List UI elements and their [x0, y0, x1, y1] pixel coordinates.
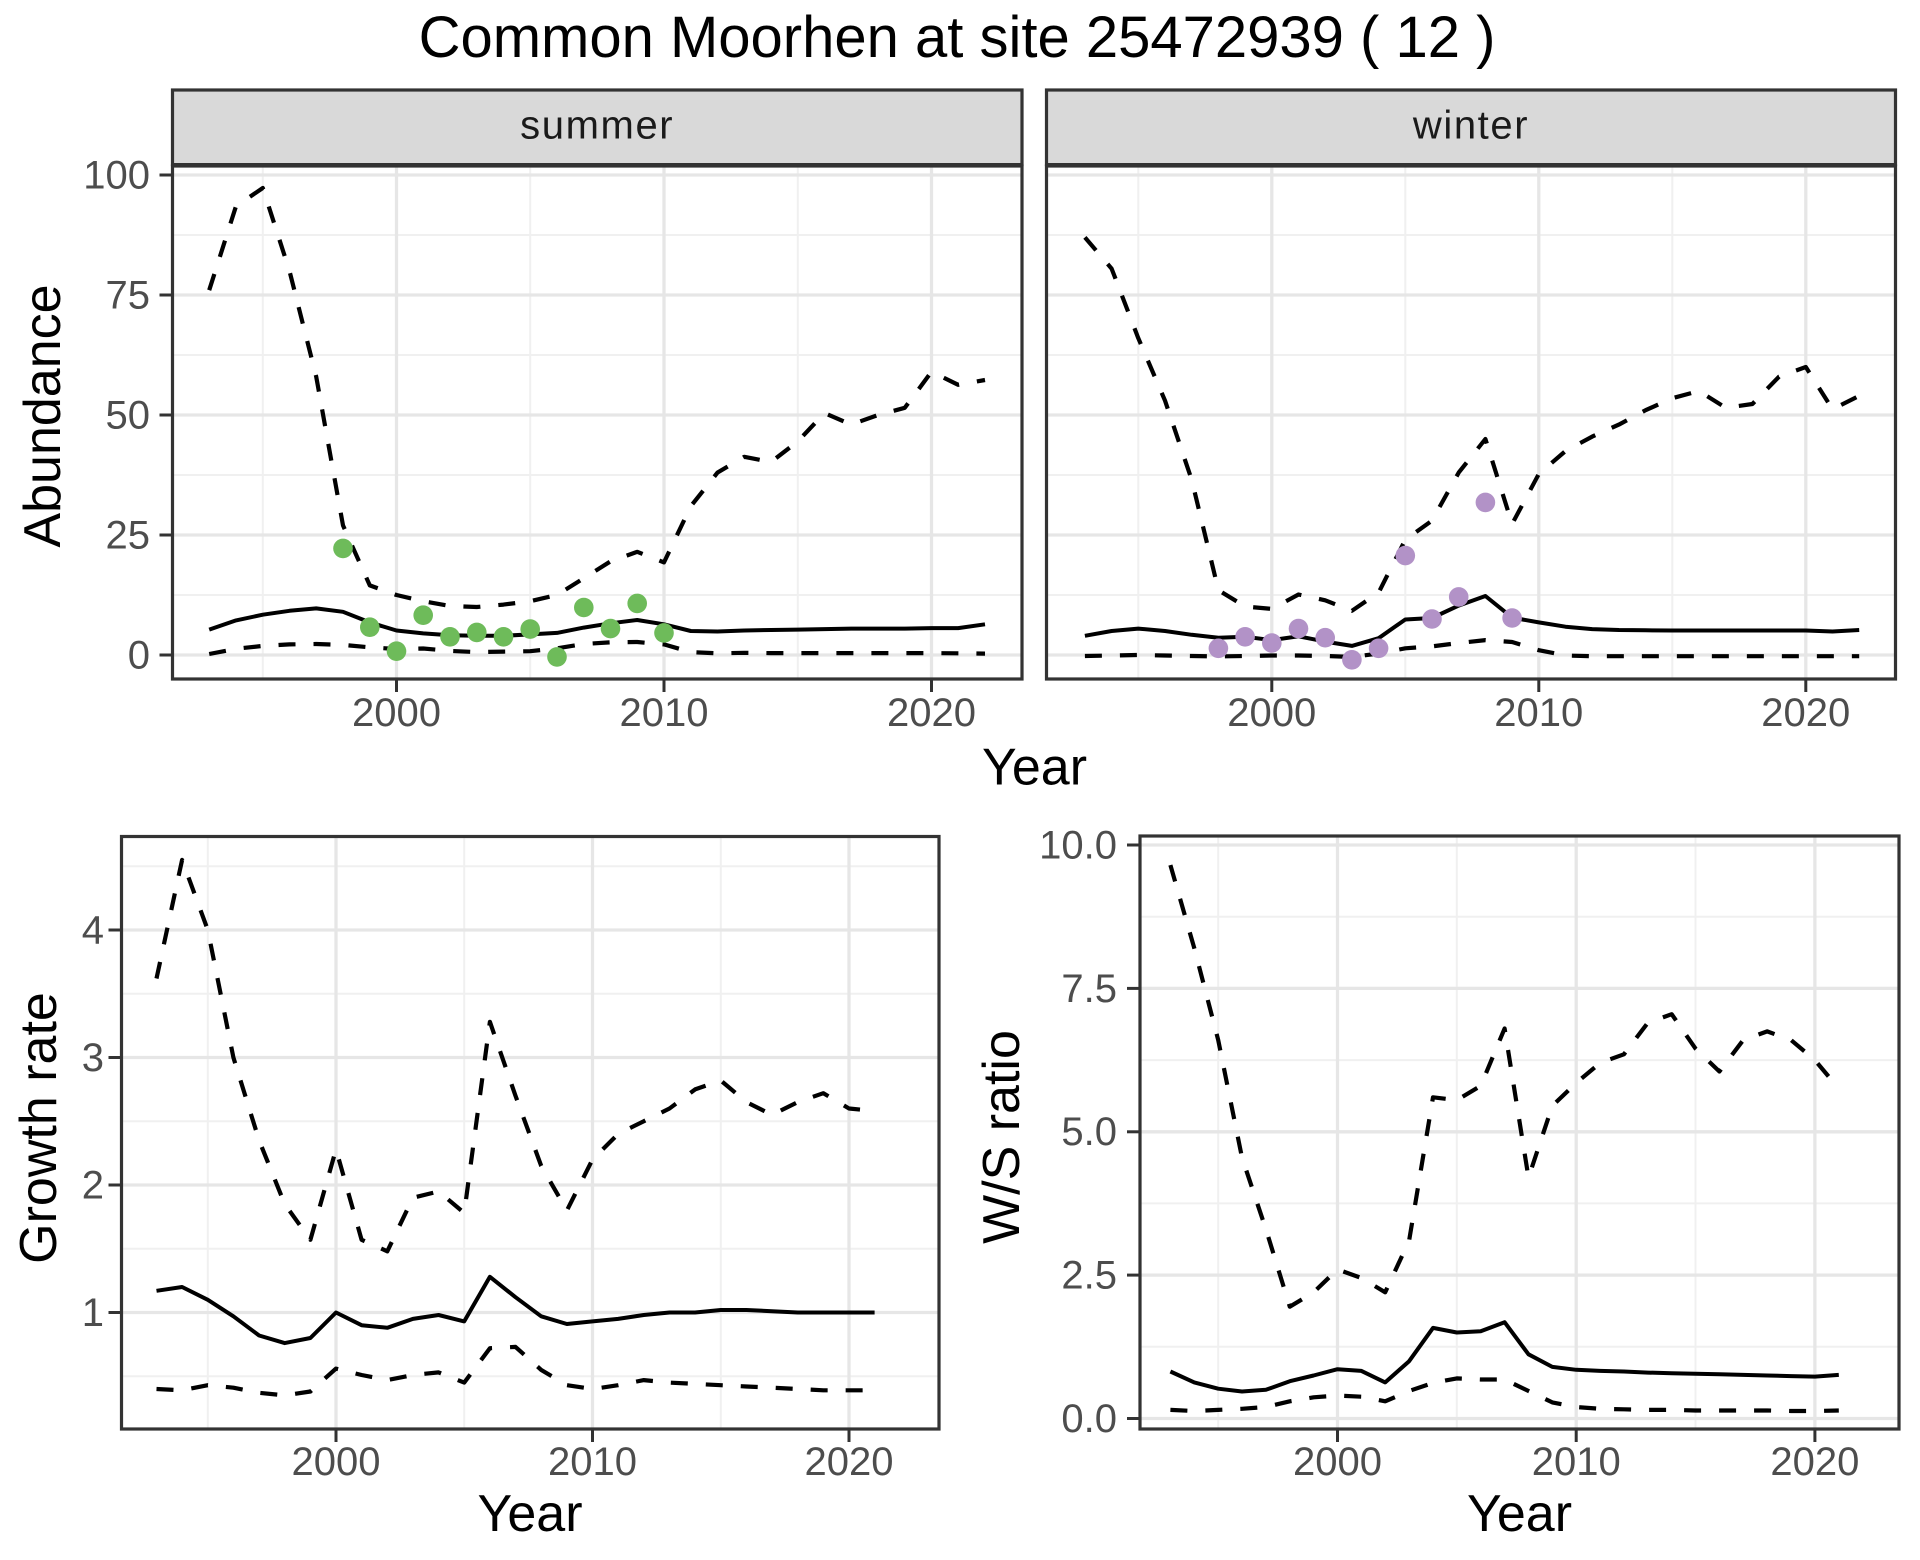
svg-text:7.5: 7.5 [1061, 967, 1117, 1011]
svg-text:Year: Year [1467, 1485, 1572, 1543]
svg-text:2020: 2020 [887, 691, 976, 735]
svg-text:2000: 2000 [352, 691, 441, 735]
svg-text:1: 1 [82, 1291, 104, 1335]
svg-text:Growth rate: Growth rate [10, 992, 68, 1264]
svg-text:Year: Year [982, 739, 1087, 797]
svg-text:50: 50 [106, 394, 151, 438]
svg-text:2010: 2010 [1494, 691, 1583, 735]
svg-text:W/S ratio: W/S ratio [973, 1030, 1031, 1244]
svg-text:2010: 2010 [620, 691, 709, 735]
svg-text:2000: 2000 [1227, 691, 1316, 735]
svg-text:Common Moorhen at site 2547293: Common Moorhen at site 25472939 ( 12 ) [419, 5, 1496, 70]
svg-text:75: 75 [106, 274, 151, 318]
svg-text:2020: 2020 [1770, 1440, 1859, 1484]
svg-text:2010: 2010 [1532, 1440, 1621, 1484]
svg-text:2.5: 2.5 [1061, 1254, 1117, 1298]
svg-text:0: 0 [128, 634, 150, 678]
svg-text:summer: summer [520, 104, 674, 148]
svg-text:4: 4 [82, 909, 104, 953]
svg-text:3: 3 [82, 1036, 104, 1080]
svg-text:5.0: 5.0 [1061, 1110, 1117, 1154]
svg-text:100: 100 [83, 154, 150, 198]
svg-text:winter: winter [1412, 104, 1529, 148]
svg-text:2020: 2020 [1761, 691, 1850, 735]
svg-text:2010: 2010 [548, 1440, 637, 1484]
svg-text:25: 25 [106, 514, 151, 558]
svg-text:10.0: 10.0 [1039, 824, 1117, 868]
svg-text:Year: Year [477, 1485, 582, 1543]
svg-text:2020: 2020 [805, 1440, 894, 1484]
svg-text:2: 2 [82, 1164, 104, 1208]
svg-text:Abundance: Abundance [14, 284, 72, 547]
svg-text:2000: 2000 [1293, 1440, 1382, 1484]
svg-text:2000: 2000 [292, 1440, 381, 1484]
svg-text:0.0: 0.0 [1061, 1397, 1117, 1441]
